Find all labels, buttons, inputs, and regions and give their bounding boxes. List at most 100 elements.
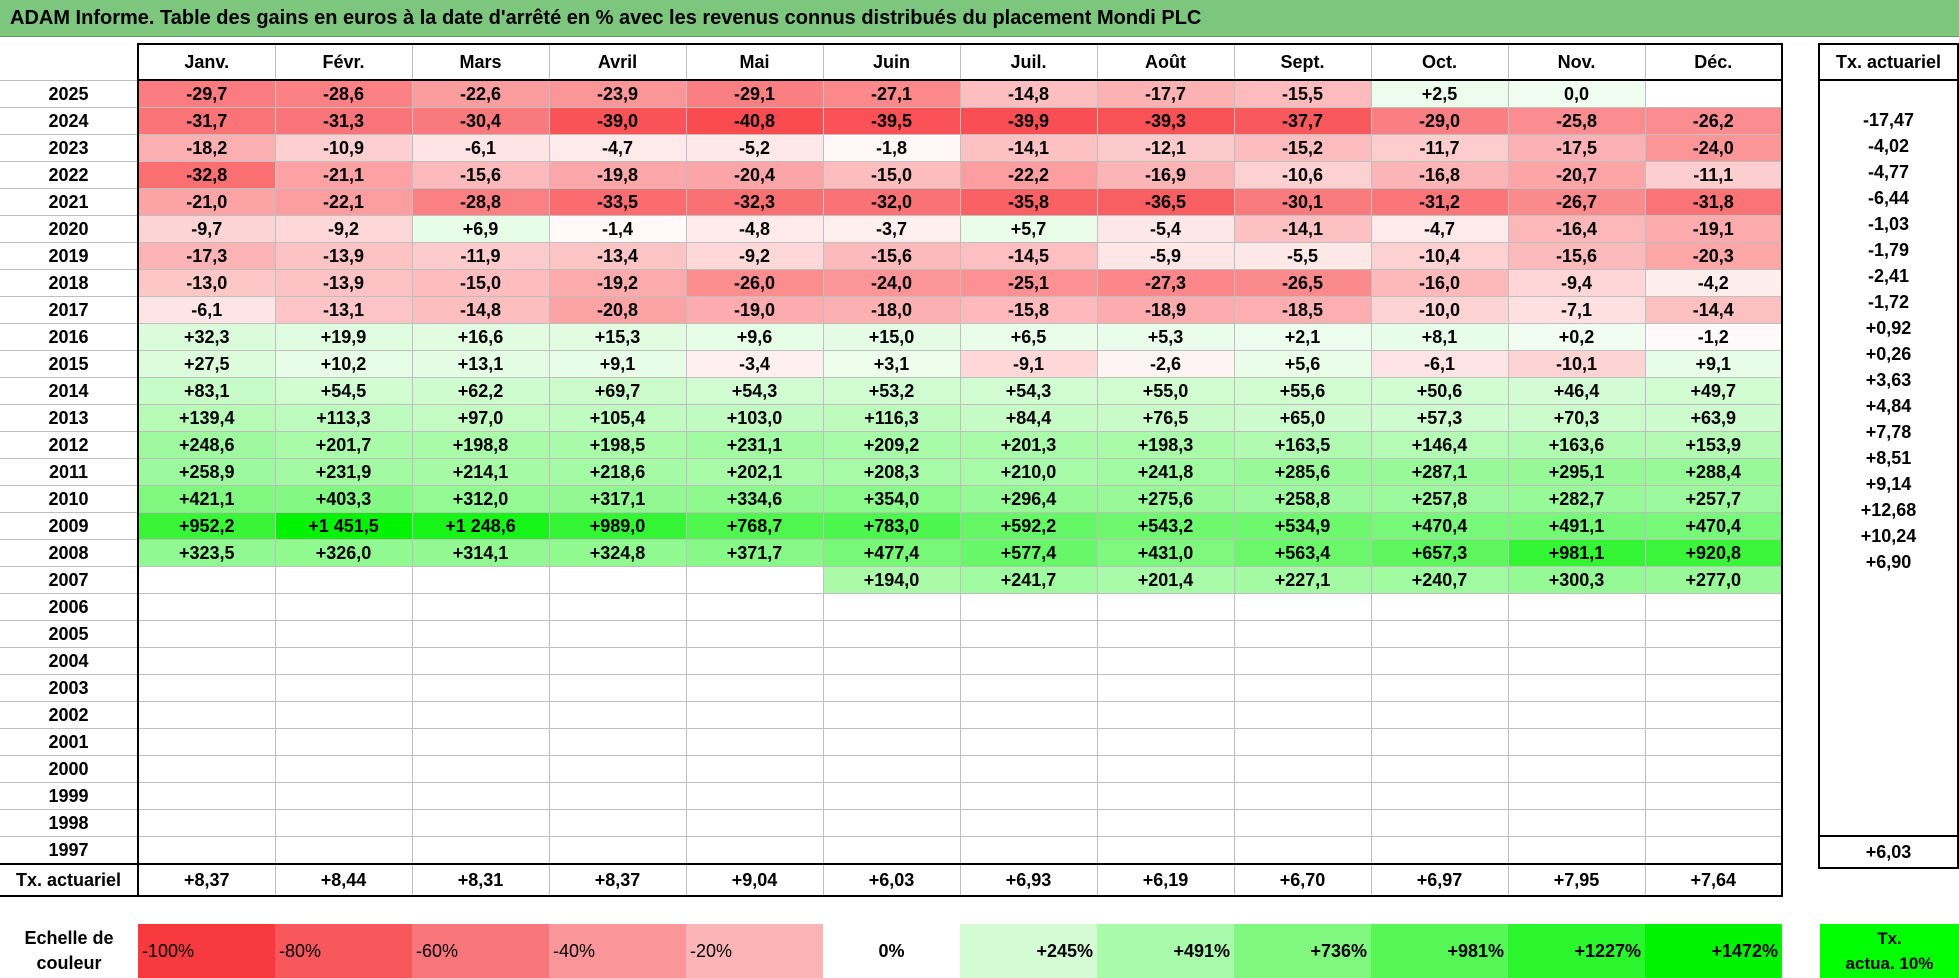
gain-cell: -29,1 — [685, 79, 824, 108]
month-header: Avril — [548, 43, 687, 81]
gain-cell: +63,9 — [1644, 404, 1783, 432]
gain-cell — [137, 620, 276, 648]
gain-cell: +300,3 — [1507, 566, 1646, 594]
gain-cell: +543,2 — [1096, 512, 1235, 540]
table-row: 1997 — [0, 836, 1783, 865]
gain-cell: -7,1 — [1507, 296, 1646, 324]
gain-cell: +76,5 — [1096, 404, 1235, 432]
gain-cell: +326,0 — [274, 539, 413, 567]
gain-cell — [1644, 701, 1783, 729]
actuarial-rate-cell — [1818, 80, 1959, 107]
gain-cell — [1233, 755, 1372, 783]
year-label: 2021 — [0, 188, 139, 216]
table-row: 2018 -13,0 -13,9 -15,0 -19,2 -26,0 -24,0 -25,1-… — [0, 269, 1783, 297]
gain-cell: +84,4 — [959, 404, 1098, 432]
gain-cell — [1096, 836, 1235, 865]
footer-label: Tx. actuariel — [0, 863, 139, 897]
gain-cell — [959, 836, 1098, 865]
footer-rate-cell: +9,04 — [685, 863, 824, 897]
gain-cell: +477,4 — [822, 539, 961, 567]
gain-cell: -18,5 — [1233, 296, 1372, 324]
gain-cell — [274, 593, 413, 621]
gain-cell — [1370, 620, 1509, 648]
gain-cell — [685, 701, 824, 729]
gain-cell: -14,8 — [411, 296, 550, 324]
gain-cell — [1507, 593, 1646, 621]
gain-cell: -28,8 — [411, 188, 550, 216]
gain-cell — [1370, 728, 1509, 756]
gain-cell — [137, 566, 276, 594]
gain-cell — [1233, 674, 1372, 702]
gain-cell — [1644, 79, 1783, 108]
gain-cell: -17,7 — [1096, 79, 1235, 108]
gain-cell — [959, 728, 1098, 756]
gain-cell: +277,0 — [1644, 566, 1783, 594]
gain-cell — [1370, 836, 1509, 865]
gain-cell: -24,0 — [822, 269, 961, 297]
gain-cell — [1644, 809, 1783, 837]
gain-cell: -31,3 — [274, 107, 413, 135]
gain-cell — [1507, 755, 1646, 783]
gain-cell — [1233, 782, 1372, 810]
year-label: 2017 — [0, 296, 139, 324]
gain-cell — [1233, 836, 1372, 865]
gain-cell — [1370, 755, 1509, 783]
gain-cell: +15,3 — [548, 323, 687, 351]
gain-cell: +287,1 — [1370, 458, 1509, 486]
gain-cell: -5,2 — [685, 134, 824, 162]
actuarial-rate-cell: +12,68 — [1818, 497, 1959, 523]
gain-cell — [1370, 593, 1509, 621]
gain-cell: -10,1 — [1507, 350, 1646, 378]
gain-cell: +257,7 — [1644, 485, 1783, 513]
year-label: 2010 — [0, 485, 139, 513]
gain-cell — [822, 701, 961, 729]
year-label: 2007 — [0, 566, 139, 594]
gain-cell — [548, 566, 687, 594]
gain-cell — [1507, 809, 1646, 837]
gain-cell: -40,8 — [685, 107, 824, 135]
gain-cell: +421,1 — [137, 485, 276, 513]
gain-cell: +231,9 — [274, 458, 413, 486]
gain-cell — [959, 620, 1098, 648]
actuarial-rate-cell — [1818, 705, 1959, 731]
legend-swatch: +981% — [1371, 924, 1508, 978]
gain-cell: -31,8 — [1644, 188, 1783, 216]
actuarial-rate-cell — [1818, 653, 1959, 679]
gain-cell: -22,6 — [411, 79, 550, 108]
gain-cell: +1 248,6 — [411, 512, 550, 540]
year-label: 2014 — [0, 377, 139, 405]
gain-cell: +201,3 — [959, 431, 1098, 459]
gain-cell: +198,5 — [548, 431, 687, 459]
month-header: Oct. — [1370, 43, 1509, 81]
gain-cell — [548, 755, 687, 783]
table-row: 2016 +32,3 +19,9 +16,6 +15,3 +9,6 +15,0 +6,5 +5,… — [0, 323, 1783, 351]
gain-cell — [274, 728, 413, 756]
gain-cell: -9,7 — [137, 215, 276, 243]
year-label: 2002 — [0, 701, 139, 729]
gain-cell: +5,3 — [1096, 323, 1235, 351]
gain-cell: -1,2 — [1644, 323, 1783, 351]
gain-cell — [1233, 647, 1372, 675]
gain-cell: -14,1 — [959, 134, 1098, 162]
gain-cell: +103,0 — [685, 404, 824, 432]
year-label: 2022 — [0, 161, 139, 189]
gain-cell — [822, 674, 961, 702]
gain-cell: +198,8 — [411, 431, 550, 459]
gain-cell — [1644, 728, 1783, 756]
gain-cell: +9,1 — [548, 350, 687, 378]
gain-cell: -5,5 — [1233, 242, 1372, 270]
legend-swatch: +245% — [960, 924, 1097, 978]
gain-cell: +218,6 — [548, 458, 687, 486]
gain-cell: -6,1 — [1370, 350, 1509, 378]
gain-cell — [685, 836, 824, 865]
gain-cell — [1233, 728, 1372, 756]
gain-cell — [1644, 836, 1783, 865]
gain-cell: -14,8 — [959, 79, 1098, 108]
year-label: 2020 — [0, 215, 139, 243]
footer-row: Tx. actuariel +8,37 +8,44 +8,31 +8,37 +9,04 +6… — [0, 863, 1783, 897]
gain-cell: -9,4 — [1507, 269, 1646, 297]
gain-cell: -15,6 — [1507, 242, 1646, 270]
gain-cell: -32,0 — [822, 188, 961, 216]
gain-cell: +54,3 — [685, 377, 824, 405]
gain-cell — [411, 809, 550, 837]
